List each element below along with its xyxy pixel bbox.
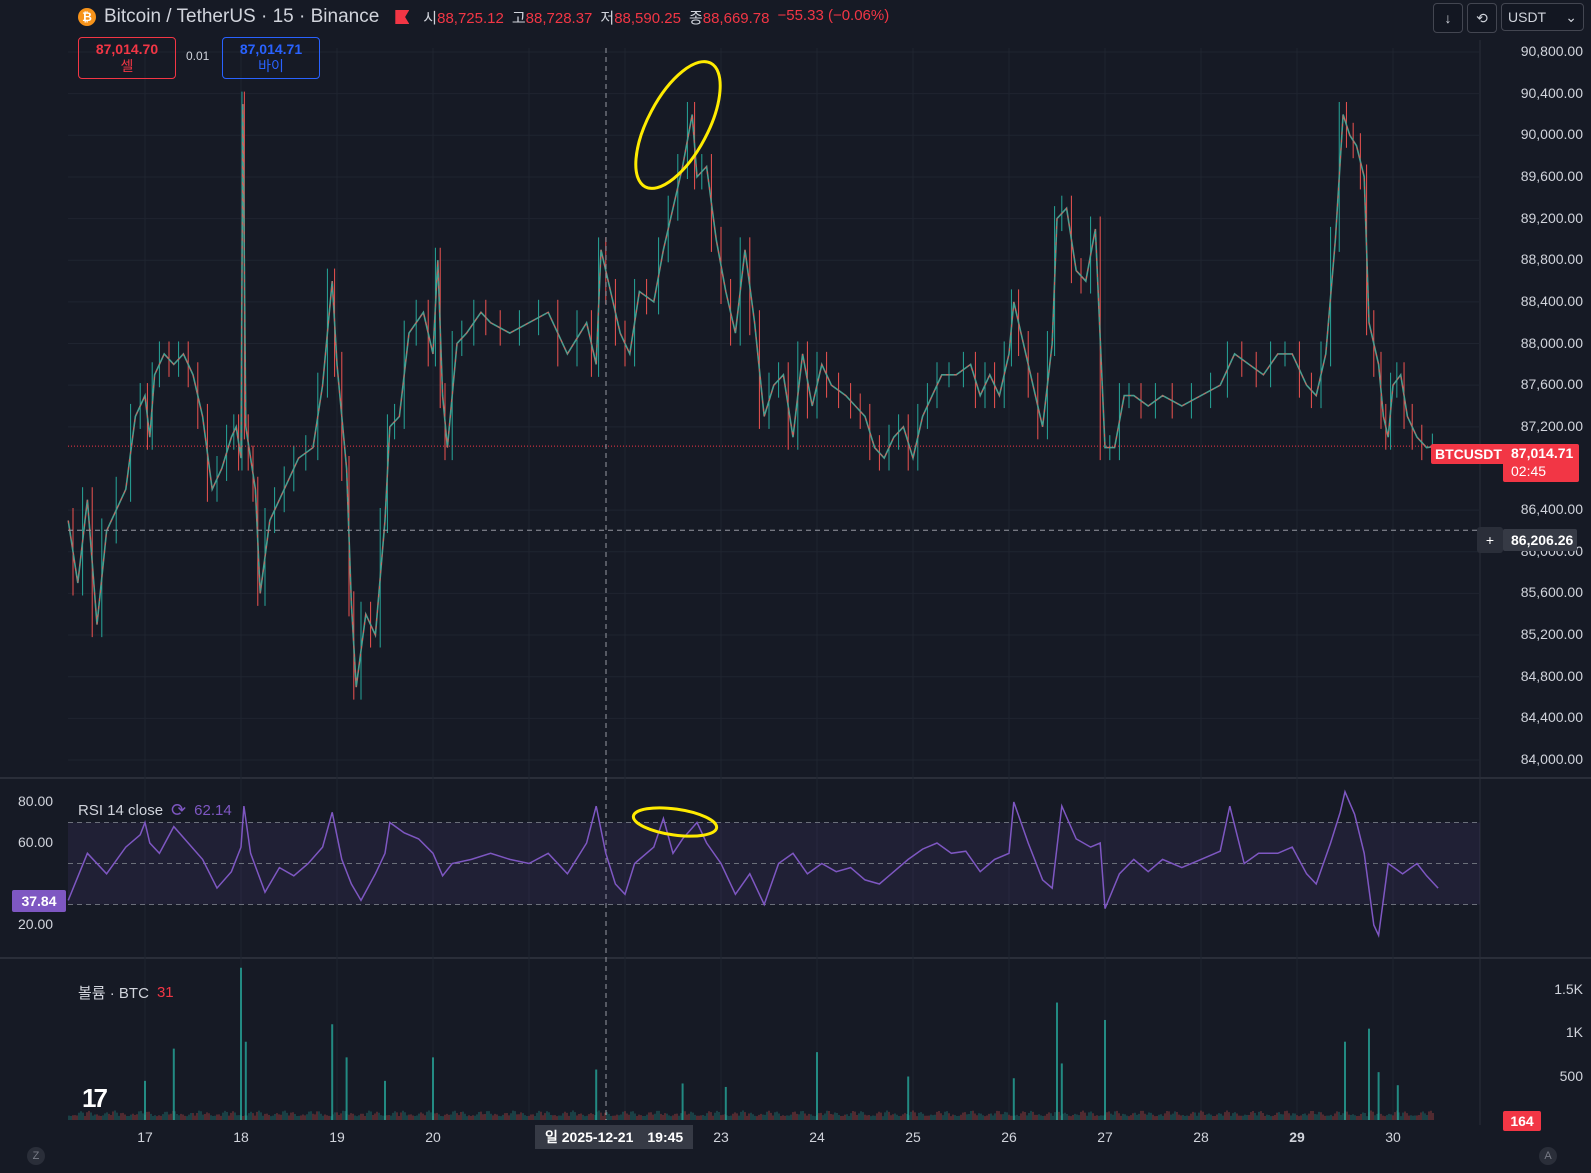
high-value: 88,728.37 <box>525 9 593 27</box>
ohlc-values: 시88,725.12 고88,728.37 저88,590.25 종88,669… <box>423 7 889 28</box>
price-series-down-overlay <box>67 104 1439 688</box>
time-tick-label: 26 <box>1001 1129 1017 1145</box>
sell-label: 셀 <box>120 58 134 74</box>
buy-price: 87,014.71 <box>239 41 303 57</box>
currency-value: USDT <box>1508 9 1547 25</box>
time-tick-label: 19 <box>329 1129 345 1145</box>
buy-label: 바이 <box>258 58 284 74</box>
price-tick-label: 87,600.00 <box>1520 376 1583 393</box>
volume-tick-label: 1K <box>1565 1024 1583 1040</box>
download-button[interactable]: ↓ <box>1433 3 1463 33</box>
rsi-tick-label: 80.00 <box>18 793 54 809</box>
flag-icon[interactable] <box>395 10 410 24</box>
replay-icon: ⟲ <box>1476 9 1488 26</box>
time-tick-label: 25 <box>905 1129 921 1145</box>
rsi-tick-label: 60.00 <box>18 834 54 850</box>
auto-scale-button[interactable]: A <box>1539 1147 1557 1165</box>
volume-tick-label: 1.5K <box>1554 980 1583 997</box>
high-key: 고 <box>511 9 526 27</box>
symbol-header[interactable]: ₿ Bitcoin / TetherUS · 15 · Binance 시88,… <box>78 6 889 28</box>
annotation-ellipse-rsi <box>631 806 719 838</box>
annotation-ellipse-price <box>634 60 722 190</box>
replay-button[interactable]: ⟲ <box>1467 3 1497 33</box>
zoom-button[interactable]: Z <box>27 1147 45 1165</box>
plus-circle-icon: + <box>1485 532 1495 548</box>
arrow-down-icon: ↓ <box>1444 10 1452 26</box>
time-tick-label: 18 <box>233 1129 249 1145</box>
volume-current-tag: 164 <box>1503 1111 1541 1131</box>
price-tick-label: 87,200.00 <box>1520 417 1583 434</box>
price-tick-label: 90,000.00 <box>1520 126 1583 143</box>
crosshair-date-tag: 일 2025-12-21 19:45 <box>535 1125 694 1149</box>
price-tick-label: 90,400.00 <box>1520 84 1583 101</box>
sell-price: 87,014.70 <box>95 41 159 57</box>
rsi-value: 62.14 <box>194 802 232 819</box>
close-key: 종 <box>688 9 703 27</box>
time-tick-label: 28 <box>1193 1129 1209 1145</box>
tradingview-logo: 17 <box>82 1083 108 1113</box>
rsi-current-tag: 37.84 <box>12 890 66 912</box>
crosshair-time: 19:45 <box>647 1129 684 1145</box>
price-tick-label: 84,400.00 <box>1520 709 1583 726</box>
last-price: 87,014.71 <box>1511 445 1574 461</box>
buy-button[interactable]: 87,014.71 바이 <box>222 37 320 79</box>
price-tick-label: 89,200.00 <box>1520 209 1583 226</box>
price-tick-label: 86,400.00 <box>1520 501 1583 518</box>
time-tick-label: 17 <box>137 1129 153 1145</box>
refresh-icon: ⟳ <box>171 800 187 820</box>
symbol-title[interactable]: Bitcoin / TetherUS · 15 · Binance <box>104 6 380 27</box>
price-tick-label: 84,000.00 <box>1520 751 1583 767</box>
volume-label: 볼륨 · BTC <box>78 985 149 1002</box>
price-tick-label: 84,800.00 <box>1520 667 1583 684</box>
time-tick-label: 27 <box>1097 1129 1113 1145</box>
add-alert-button[interactable]: + <box>1477 527 1503 553</box>
sell-button[interactable]: 87,014.70 셀 <box>78 37 176 79</box>
rsi-series-line <box>67 789 1439 938</box>
price-tick-label: 88,400.00 <box>1520 292 1583 309</box>
crosshair-date: 일 2025-12-21 <box>545 1129 634 1145</box>
open-key: 시 <box>423 9 438 27</box>
rsi-tick-label: 20.00 <box>18 916 54 932</box>
low-key: 저 <box>600 9 615 27</box>
spread-value: 0.01 <box>186 49 210 63</box>
rsi-legend[interactable]: RSI 14 close ⟳ 62.14 <box>78 800 232 821</box>
chevron-down-icon: ⌄ <box>1565 8 1577 25</box>
price-tick-label: 88,000.00 <box>1520 334 1583 351</box>
price-tick-label: 90,800.00 <box>1520 43 1583 59</box>
time-tick-label: 29 <box>1289 1129 1305 1145</box>
crosshair-price-tag: 86,206.26 <box>1503 529 1578 551</box>
bitcoin-icon: ₿ <box>78 8 96 26</box>
last-price-tag: 87,014.71 02:45 <box>1503 444 1579 482</box>
countdown: 02:45 <box>1511 463 1547 479</box>
volume-tick-label: 500 <box>1559 1067 1583 1084</box>
time-tick-label: 20 <box>425 1129 441 1145</box>
time-tick-label: 24 <box>809 1129 825 1145</box>
last-symbol-tag: BTCUSDT <box>1431 444 1506 464</box>
price-tick-label: 88,800.00 <box>1520 251 1583 268</box>
low-value: 88,590.25 <box>614 9 681 27</box>
open-value: 88,725.12 <box>437 9 504 27</box>
price-tick-label: 85,200.00 <box>1520 626 1583 643</box>
close-value: 88,669.78 <box>702 9 770 27</box>
change-value: −55.33 (−0.06%) <box>777 6 890 24</box>
currency-select[interactable]: USDT ⌄ <box>1501 3 1584 31</box>
volume-legend[interactable]: 볼륨 · BTC 31 <box>78 982 174 1003</box>
price-tick-label: 89,600.00 <box>1520 167 1583 184</box>
rsi-label: RSI 14 close <box>78 802 164 819</box>
time-tick-label: 30 <box>1385 1129 1401 1145</box>
price-tick-label: 85,600.00 <box>1520 584 1583 601</box>
volume-value: 31 <box>156 984 174 1001</box>
price-series-line <box>67 104 1439 688</box>
time-tick-label: 23 <box>713 1129 729 1145</box>
